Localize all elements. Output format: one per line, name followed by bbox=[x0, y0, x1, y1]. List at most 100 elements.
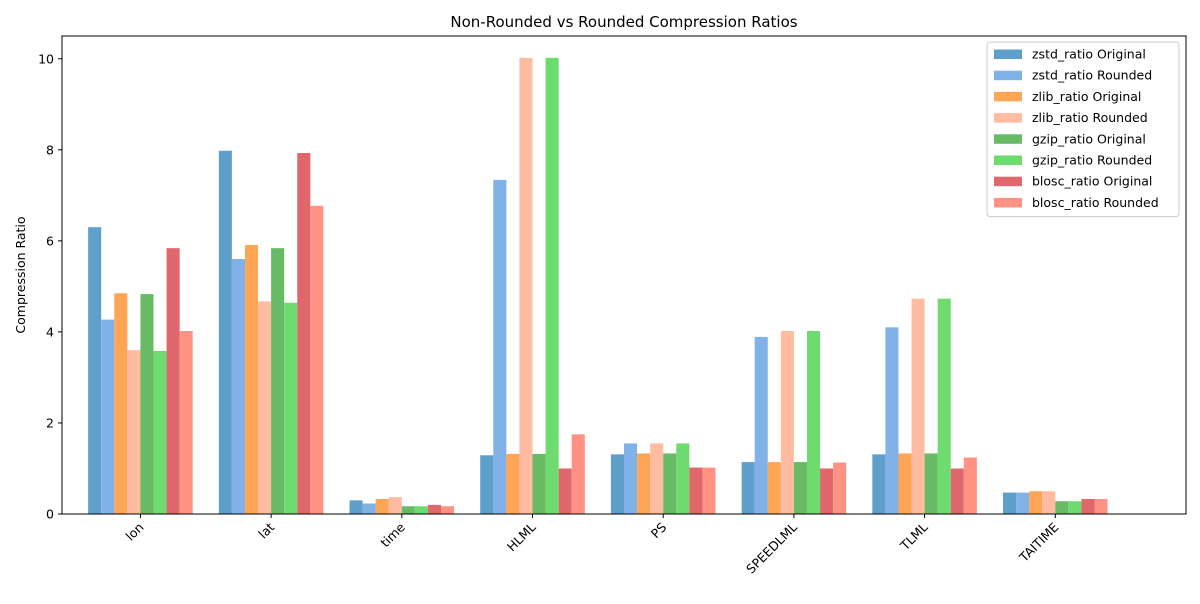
legend-label: zlib_ratio Rounded bbox=[1032, 110, 1148, 125]
bar-time-zlib_ratio-Original bbox=[375, 498, 389, 514]
legend-label: blosc_ratio Rounded bbox=[1032, 195, 1159, 210]
bar-time-gzip_ratio-Rounded bbox=[414, 506, 428, 514]
chart-title: Non-Rounded vs Rounded Compression Ratio… bbox=[450, 13, 797, 31]
x-tick-label: TLML bbox=[897, 519, 931, 553]
x-tick-label: SPEEDLML bbox=[743, 519, 800, 576]
legend-swatch bbox=[994, 197, 1022, 208]
y-axis-label: Compression Ratio bbox=[13, 216, 28, 333]
bar-TLML-zstd_ratio-Rounded bbox=[885, 327, 899, 514]
bar-HLML-zlib_ratio-Original bbox=[506, 453, 520, 514]
bar-lat-zlib_ratio-Original bbox=[244, 244, 259, 514]
bar-lon-zstd_ratio-Original bbox=[88, 227, 102, 514]
bar-time-zstd_ratio-Original bbox=[349, 500, 363, 514]
bar-time-blosc_ratio-Original bbox=[427, 504, 442, 514]
legend-label: blosc_ratio Original bbox=[1032, 174, 1152, 189]
legend-swatch bbox=[994, 91, 1022, 102]
bar-PS-gzip_ratio-Original bbox=[663, 453, 677, 514]
bar-HLML-blosc_ratio-Rounded bbox=[571, 434, 585, 514]
bar-lon-zlib_ratio-Rounded bbox=[127, 350, 141, 514]
bar-SPEEDLML-gzip_ratio-Rounded bbox=[806, 330, 821, 514]
bar-lon-zstd_ratio-Rounded bbox=[101, 319, 115, 514]
legend-box bbox=[986, 41, 1180, 218]
bar-PS-blosc_ratio-Original bbox=[689, 467, 703, 514]
x-tick-label: lat bbox=[255, 519, 277, 541]
legend-label: zlib_ratio Original bbox=[1032, 89, 1141, 104]
bar-TLML-gzip_ratio-Rounded bbox=[937, 298, 951, 514]
bar-TAITIME-blosc_ratio-Rounded bbox=[1094, 498, 1108, 514]
bar-HLML-blosc_ratio-Original bbox=[558, 468, 572, 514]
bar-lon-zlib_ratio-Original bbox=[114, 293, 128, 514]
bar-time-blosc_ratio-Rounded bbox=[441, 506, 455, 514]
bar-SPEEDLML-zstd_ratio-Original bbox=[741, 462, 755, 514]
bar-SPEEDLML-gzip_ratio-Original bbox=[793, 462, 807, 514]
bar-PS-blosc_ratio-Rounded bbox=[702, 467, 716, 514]
bar-PS-gzip_ratio-Rounded bbox=[676, 443, 690, 514]
y-tick-label: 8 bbox=[46, 142, 54, 157]
bar-HLML-gzip_ratio-Rounded bbox=[545, 57, 559, 514]
bar-lon-blosc_ratio-Original bbox=[166, 248, 180, 514]
y-tick-label: 4 bbox=[46, 324, 54, 339]
bar-lat-zstd_ratio-Rounded bbox=[231, 259, 245, 514]
x-tick-label: lon bbox=[122, 520, 146, 544]
x-tick-label: HLML bbox=[504, 519, 539, 554]
y-tick-label: 0 bbox=[46, 507, 54, 522]
bar-lat-blosc_ratio-Original bbox=[297, 153, 311, 514]
bar-TAITIME-zlib_ratio-Original bbox=[1029, 491, 1043, 514]
legend-swatch bbox=[994, 113, 1022, 123]
bar-lat-gzip_ratio-Rounded bbox=[284, 302, 298, 514]
bars-layer bbox=[88, 57, 1108, 515]
bar-TLML-gzip_ratio-Original bbox=[924, 453, 938, 514]
bar-TLML-zlib_ratio-Original bbox=[898, 453, 912, 514]
y-tick-label: 6 bbox=[46, 233, 54, 248]
legend-label: gzip_ratio Rounded bbox=[1032, 153, 1152, 168]
bar-HLML-zstd_ratio-Rounded bbox=[493, 179, 507, 515]
x-tick-label: PS bbox=[648, 519, 670, 541]
y-tick-label: 10 bbox=[38, 51, 54, 66]
legend-swatch bbox=[994, 49, 1022, 59]
bar-TLML-blosc_ratio-Rounded bbox=[963, 457, 977, 514]
bar-time-zlib_ratio-Rounded bbox=[388, 497, 402, 514]
bar-TAITIME-gzip_ratio-Rounded bbox=[1068, 501, 1082, 514]
legend-label: zstd_ratio Original bbox=[1032, 47, 1146, 62]
bar-PS-zstd_ratio-Rounded bbox=[624, 443, 638, 514]
bar-lat-blosc_ratio-Rounded bbox=[310, 205, 324, 515]
bar-HLML-gzip_ratio-Original bbox=[532, 453, 546, 514]
bar-lon-gzip_ratio-Rounded bbox=[153, 351, 167, 514]
y-tick-label: 2 bbox=[46, 415, 54, 430]
bar-lat-zstd_ratio-Original bbox=[218, 150, 232, 514]
bar-TAITIME-zstd_ratio-Original bbox=[1003, 492, 1017, 514]
bar-TLML-zlib_ratio-Rounded bbox=[911, 298, 925, 514]
bar-SPEEDLML-zlib_ratio-Rounded bbox=[780, 330, 794, 514]
legend-label: zstd_ratio Rounded bbox=[1032, 68, 1152, 83]
bar-TAITIME-blosc_ratio-Original bbox=[1081, 498, 1095, 514]
bar-HLML-zstd_ratio-Original bbox=[480, 455, 494, 514]
bar-TAITIME-zlib_ratio-Rounded bbox=[1042, 491, 1056, 514]
bar-HLML-zlib_ratio-Rounded bbox=[519, 57, 533, 514]
bar-lat-zlib_ratio-Rounded bbox=[258, 301, 272, 514]
bar-SPEEDLML-blosc_ratio-Original bbox=[820, 468, 834, 514]
bar-lon-gzip_ratio-Original bbox=[140, 294, 154, 514]
bar-TLML-zstd_ratio-Original bbox=[872, 454, 886, 514]
plot-frame bbox=[61, 35, 1187, 515]
legend-swatch bbox=[994, 134, 1022, 144]
bar-TAITIME-gzip_ratio-Original bbox=[1055, 501, 1069, 514]
legend: zstd_ratio Original zstd_ratio Rounded zli… bbox=[986, 41, 1180, 218]
bar-SPEEDLML-blosc_ratio-Rounded bbox=[833, 462, 847, 514]
legend-swatch bbox=[994, 176, 1022, 187]
bar-time-zstd_ratio-Rounded bbox=[362, 503, 376, 514]
bar-lon-blosc_ratio-Rounded bbox=[179, 330, 193, 514]
bar-time-gzip_ratio-Original bbox=[401, 506, 415, 514]
bar-PS-zlib_ratio-Original bbox=[637, 453, 651, 514]
legend-swatch bbox=[994, 70, 1022, 81]
bar-PS-zstd_ratio-Original bbox=[610, 454, 624, 514]
legend-swatch bbox=[994, 155, 1022, 165]
bar-SPEEDLML-zstd_ratio-Rounded bbox=[754, 336, 768, 514]
bar-SPEEDLML-zlib_ratio-Original bbox=[767, 462, 781, 514]
bar-TLML-blosc_ratio-Original bbox=[950, 468, 964, 514]
bar-lat-gzip_ratio-Original bbox=[271, 248, 285, 514]
legend-label: gzip_ratio Original bbox=[1032, 131, 1146, 146]
x-tick-label: time bbox=[377, 519, 408, 550]
bar-PS-zlib_ratio-Rounded bbox=[650, 443, 664, 514]
